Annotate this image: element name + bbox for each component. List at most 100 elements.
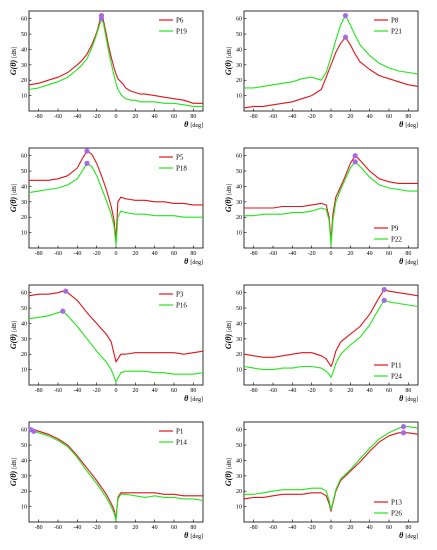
series-line-p22 <box>244 161 418 246</box>
peak-marker-p8 <box>342 34 349 40</box>
x-axis-label: θ [deg] <box>399 394 418 403</box>
x-tick-label: -40 <box>73 388 81 394</box>
series-line-p14 <box>29 430 204 522</box>
y-tick-label: 40 <box>21 47 27 53</box>
chart-panel-1: -80 -60 -40 -20 0 20 40 60 80 10 20 30 40 50 60 G(θ) [d… <box>9 10 204 129</box>
y-tick-label: 20 <box>236 489 242 495</box>
x-tick-label: 80 <box>190 388 196 394</box>
x-tick-label: 40 <box>367 251 373 257</box>
chart-panel-4: -80 -60 -40 -20 0 20 40 60 80 10 20 30 40 50 60 G(θ) [d… <box>224 147 419 266</box>
y-tick-label: 30 <box>21 337 27 343</box>
y-tick-label: 30 <box>236 474 242 480</box>
plot-frame <box>28 10 204 112</box>
chart-panel-6: -80 -60 -40 -20 0 20 40 60 80 10 20 30 40 50 60 G(θ) [d… <box>224 284 419 403</box>
series-line-p26 <box>244 426 419 511</box>
legend-label: P5 <box>176 154 184 162</box>
legend-label: P13 <box>391 499 402 507</box>
x-axis-label: θ [deg] <box>184 120 203 129</box>
y-tick-label: 50 <box>21 443 27 449</box>
x-tick-label: -80 <box>250 388 258 394</box>
y-tick-label: 50 <box>236 443 242 449</box>
y-tick-label: 30 <box>21 200 27 206</box>
y-tick-label: 40 <box>21 184 27 190</box>
x-tick-label: 60 <box>386 388 392 394</box>
x-tick-label: 0 <box>330 388 333 394</box>
x-tick-label: -20 <box>93 525 101 531</box>
y-tick-label: 20 <box>236 215 242 221</box>
legend-label: P18 <box>176 165 187 173</box>
y-tick-label: 60 <box>236 428 242 434</box>
x-tick-label: -20 <box>93 388 101 394</box>
y-tick-label: 60 <box>21 291 27 297</box>
y-tick-label: 10 <box>236 368 242 374</box>
y-tick-label: 40 <box>236 47 242 53</box>
peak-marker-p14 <box>31 428 37 434</box>
y-axis-label: G(θ) [dB] <box>224 321 233 349</box>
y-tick-label: 60 <box>21 154 27 160</box>
peak-marker-p13 <box>400 430 407 436</box>
plot-frame <box>28 284 204 386</box>
x-tick-label: -40 <box>288 114 296 120</box>
y-tick-label: 30 <box>236 200 242 206</box>
x-tick-label: -20 <box>93 251 101 257</box>
x-tick-label: -20 <box>308 114 316 120</box>
y-tick-label: 40 <box>236 321 242 327</box>
x-tick-label: 60 <box>386 251 392 257</box>
y-axis-label: G(θ) [dB] <box>9 321 18 349</box>
y-tick-label: 10 <box>236 505 242 511</box>
series-line-p21 <box>244 15 419 89</box>
x-tick-label: -40 <box>73 114 81 120</box>
x-tick-label: 60 <box>171 525 177 531</box>
x-tick-label: -40 <box>288 388 296 394</box>
legend-label: P3 <box>176 291 184 299</box>
x-tick-label: -60 <box>54 388 62 394</box>
y-tick-label: 10 <box>21 505 27 511</box>
y-tick-label: 60 <box>21 17 27 23</box>
y-tick-label: 10 <box>236 94 242 100</box>
x-tick-label: -60 <box>269 251 277 257</box>
x-tick-label: -40 <box>288 525 296 531</box>
y-tick-label: 60 <box>21 428 27 434</box>
legend-label: P6 <box>176 17 184 25</box>
y-tick-label: 30 <box>21 474 27 480</box>
x-axis-label: θ [deg] <box>184 257 203 266</box>
series-line-p18 <box>28 162 203 246</box>
x-tick-label: 0 <box>115 114 118 120</box>
x-tick-label: 0 <box>330 114 333 120</box>
x-tick-label: 40 <box>152 388 158 394</box>
x-axis-label: θ [deg] <box>184 394 203 403</box>
peak-marker-p21 <box>342 13 349 19</box>
x-axis-label: θ [deg] <box>399 531 418 540</box>
peak-marker-p16 <box>60 308 66 314</box>
series-line-p11 <box>243 289 419 368</box>
y-tick-label: 40 <box>236 184 242 190</box>
x-tick-label: -40 <box>288 251 296 257</box>
y-tick-label: 40 <box>21 458 27 464</box>
y-tick-label: 10 <box>236 231 242 237</box>
y-tick-label: 40 <box>236 458 242 464</box>
x-tick-label: 60 <box>386 525 392 531</box>
x-tick-label: 80 <box>405 251 411 257</box>
x-tick-label: -80 <box>250 525 258 531</box>
y-tick-label: 10 <box>21 94 27 100</box>
x-tick-label: 0 <box>115 251 118 257</box>
y-tick-label: 50 <box>21 306 27 312</box>
peak-marker-p18 <box>84 160 90 166</box>
legend-label: P21 <box>391 28 402 36</box>
y-axis-label: G(θ) [dB] <box>224 184 233 212</box>
x-tick-label: 80 <box>405 114 411 120</box>
chart-panel-2: -80 -60 -40 -20 0 20 40 60 80 10 20 30 40 50 60 G(θ) [d… <box>224 10 419 129</box>
peak-marker-p24 <box>381 297 387 303</box>
x-axis-label: θ [deg] <box>399 120 418 129</box>
legend-label: P19 <box>176 28 187 36</box>
chart-panel-3: -80 -60 -40 -20 0 20 40 60 80 10 20 30 40 50 60 G(θ) [d… <box>9 147 204 266</box>
x-tick-label: -40 <box>73 251 81 257</box>
chart-panel-7: -80 -60 -40 -20 0 20 40 60 80 10 20 30 40 50 60 G(θ) [d… <box>9 421 204 540</box>
x-tick-label: -80 <box>35 251 43 257</box>
peak-marker-p9 <box>352 153 358 159</box>
x-tick-label: 80 <box>190 251 196 257</box>
peak-marker-p3 <box>63 288 69 294</box>
x-tick-label: 80 <box>405 525 411 531</box>
legend-label: P9 <box>391 225 399 233</box>
peak-marker-p26 <box>400 424 407 430</box>
